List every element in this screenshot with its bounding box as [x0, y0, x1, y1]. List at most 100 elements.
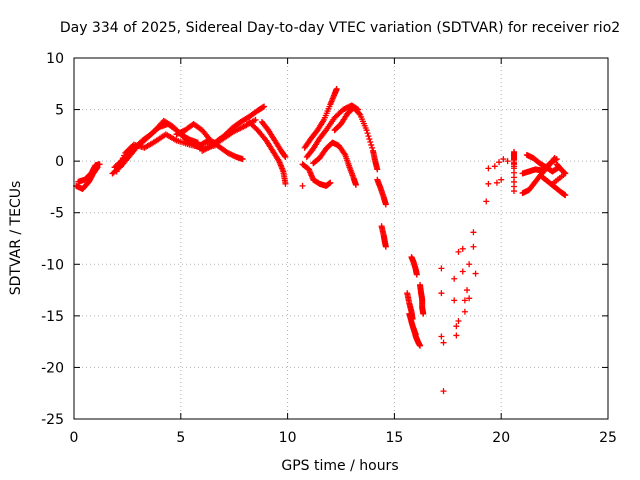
- data-point: [461, 297, 468, 304]
- data-point: [374, 165, 381, 172]
- data-point: [511, 183, 518, 190]
- data-point: [235, 120, 242, 127]
- data-point: [382, 200, 389, 207]
- data-point: [281, 153, 288, 160]
- data-point: [367, 138, 374, 145]
- data-point: [116, 163, 123, 170]
- x-tick-label: 10: [279, 430, 297, 446]
- data-point: [483, 198, 490, 205]
- data-point: [117, 160, 124, 167]
- data-point: [345, 162, 352, 169]
- data-point: [438, 333, 445, 340]
- axis-ticks: 0 5 10 15 20 25 -25 -20 -15 -10 -5 0 5 10: [41, 51, 617, 446]
- data-point: [208, 143, 215, 150]
- data-point: [459, 268, 466, 275]
- data-point: [238, 155, 245, 162]
- x-tick-label: 5: [176, 430, 185, 446]
- data-point: [336, 122, 343, 129]
- data-point: [340, 149, 347, 156]
- data-point: [196, 125, 203, 132]
- data-point: [263, 124, 270, 131]
- data-point: [251, 117, 258, 124]
- data-point: [114, 165, 121, 172]
- data-point: [466, 295, 473, 302]
- data-point: [171, 125, 178, 132]
- data-point: [491, 163, 498, 170]
- data-point: [333, 86, 340, 93]
- data-point: [121, 152, 128, 159]
- data-point: [128, 143, 135, 150]
- data-point: [365, 133, 372, 140]
- data-point: [355, 109, 362, 116]
- data-point: [511, 155, 518, 162]
- data-point: [362, 124, 369, 131]
- data-point: [321, 148, 328, 155]
- data-point: [561, 191, 568, 198]
- data-point: [451, 275, 458, 282]
- data-point: [172, 136, 179, 143]
- y-tick-label: -25: [41, 412, 64, 428]
- data-point: [252, 124, 259, 131]
- data-point: [312, 129, 319, 136]
- data-point: [326, 103, 333, 110]
- data-point: [496, 159, 503, 166]
- data-point: [319, 118, 326, 125]
- plot-frame: [73, 57, 609, 420]
- data-point: [306, 138, 313, 145]
- data-point: [119, 155, 126, 162]
- data-point: [352, 180, 359, 187]
- data-point: [113, 168, 120, 175]
- data-point: [279, 166, 286, 173]
- data-point: [549, 157, 556, 164]
- chart-title: Day 334 of 2025, Sidereal Day-to-day VTE…: [60, 20, 620, 36]
- data-point: [451, 297, 458, 304]
- x-tick-label: 15: [385, 430, 403, 446]
- y-tick-label: 5: [55, 103, 64, 119]
- data-point: [366, 136, 373, 143]
- data-point: [299, 182, 306, 189]
- data-point: [356, 110, 363, 117]
- data-point: [282, 179, 289, 186]
- data-point: [326, 180, 333, 187]
- data-point: [150, 139, 157, 146]
- data-point: [368, 141, 375, 148]
- data-point: [153, 126, 160, 133]
- data-point: [413, 270, 420, 277]
- data-point: [218, 136, 225, 143]
- data-point: [500, 156, 507, 163]
- x-tick-label: 20: [492, 430, 510, 446]
- data-point: [84, 180, 91, 187]
- data-point: [440, 388, 447, 395]
- data-point: [464, 287, 471, 294]
- data-point: [184, 141, 191, 148]
- data-point: [530, 181, 537, 188]
- data-point: [470, 243, 477, 250]
- data-point: [200, 140, 207, 147]
- data-point: [96, 161, 103, 168]
- data-point: [222, 148, 229, 155]
- data-point: [308, 148, 315, 155]
- data-point: [420, 309, 427, 316]
- data-point: [455, 318, 462, 325]
- x-tick-label: 0: [70, 430, 79, 446]
- data-point: [382, 243, 389, 250]
- grid-lines: [74, 58, 608, 419]
- data-point: [416, 342, 423, 349]
- data-point: [314, 156, 321, 163]
- data-point: [485, 180, 492, 187]
- y-axis-title: SDTVAR / TECUs: [8, 181, 24, 296]
- data-point: [551, 179, 558, 186]
- data-point: [260, 104, 267, 111]
- data-point: [369, 144, 376, 151]
- data-point: [485, 165, 492, 172]
- data-points: [73, 85, 569, 395]
- data-point: [459, 245, 466, 252]
- data-point: [453, 332, 460, 339]
- y-tick-label: -5: [50, 206, 64, 222]
- data-point: [240, 123, 247, 130]
- data-point: [252, 109, 259, 116]
- y-tick-label: -15: [41, 309, 64, 325]
- data-point: [364, 130, 371, 137]
- x-axis-title: GPS time / hours: [281, 458, 398, 474]
